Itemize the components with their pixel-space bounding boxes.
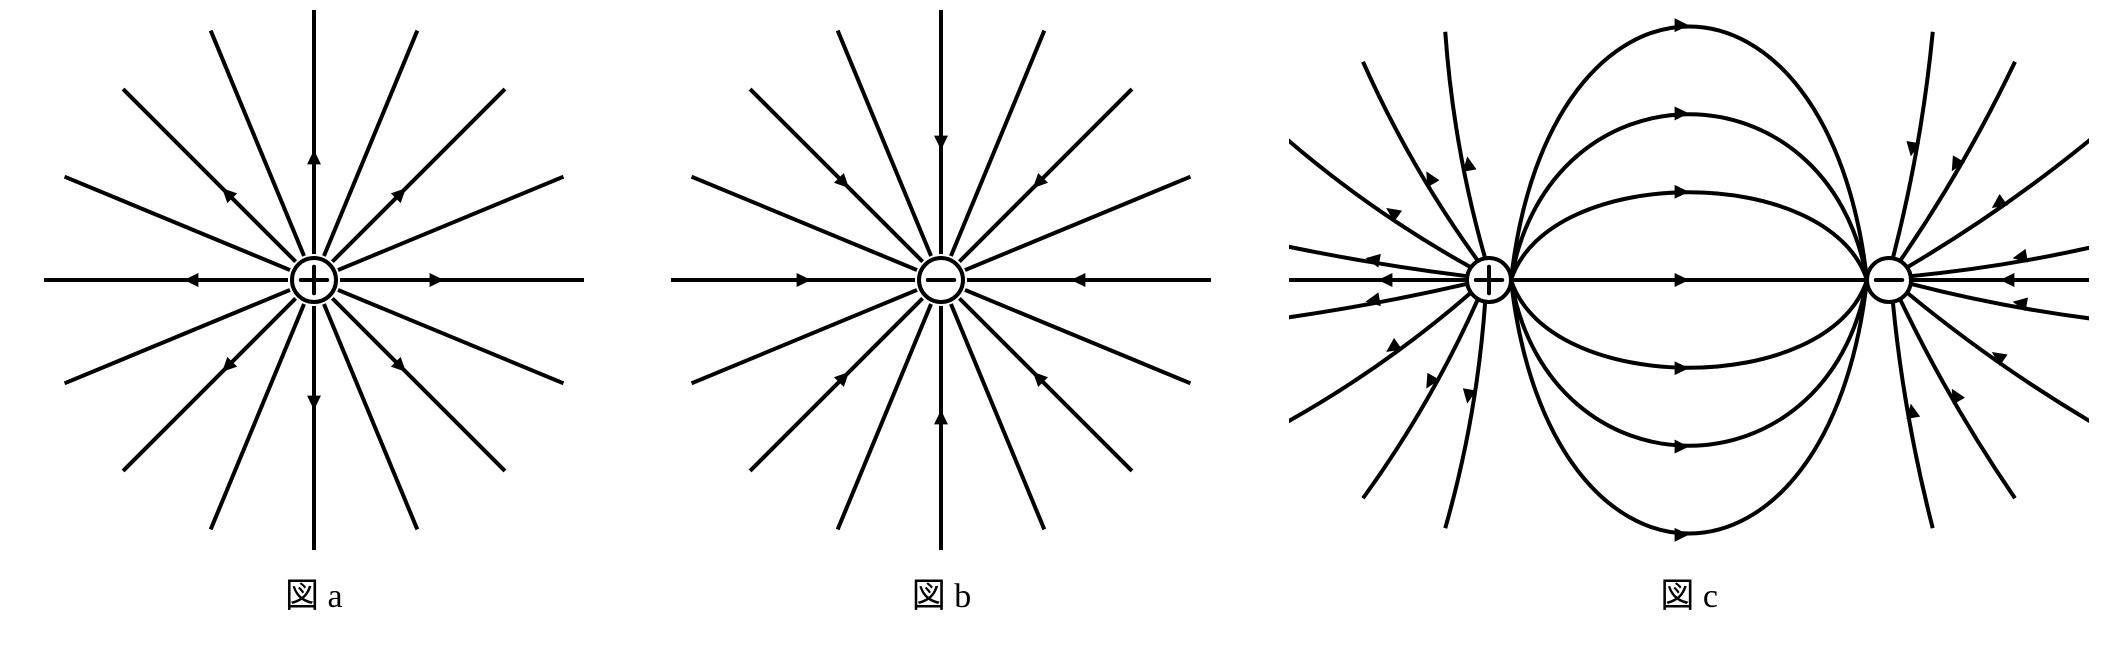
figure-c-svg — [1289, 0, 2089, 560]
figure-a-svg — [34, 0, 594, 560]
figure-a-panel: 図 a — [34, 0, 594, 617]
figure-a-caption: 図 a — [285, 568, 343, 617]
figure-b-panel: 図 b — [661, 0, 1221, 617]
figure-c-caption: 図 c — [1660, 568, 1718, 617]
figure-b-svg — [661, 0, 1221, 560]
figure-c-panel: 図 c — [1289, 0, 2089, 617]
figure-b-caption: 図 b — [912, 568, 972, 617]
